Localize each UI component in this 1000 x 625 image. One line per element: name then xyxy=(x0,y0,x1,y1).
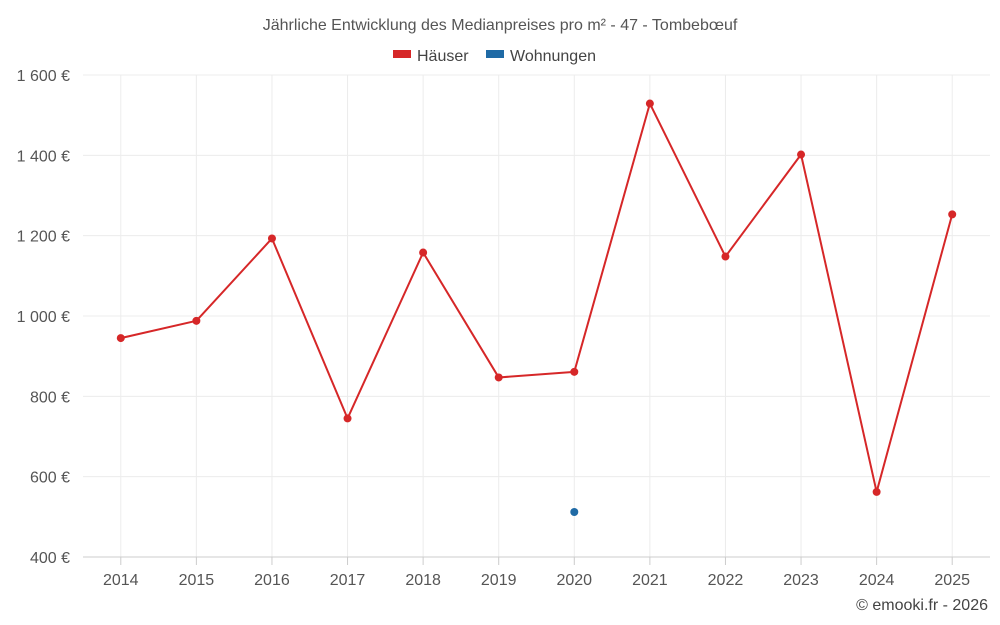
x-tick-label: 2015 xyxy=(179,572,215,589)
grid xyxy=(83,74,990,557)
x-tick-label: 2014 xyxy=(103,572,139,589)
y-tick-label: 1 600 € xyxy=(17,68,70,85)
y-tick-label: 400 € xyxy=(30,550,70,567)
chart-title: Jährliche Entwicklung des Medianpreises … xyxy=(263,17,738,34)
axes xyxy=(83,556,990,565)
data-point-haeuser[interactable] xyxy=(797,150,806,159)
data-point-haeuser[interactable] xyxy=(494,373,503,382)
legend: Häuser Wohnungen xyxy=(393,48,596,65)
series xyxy=(116,99,957,517)
y-axis-ticks: 400 € 600 € 800 € 1 000 € 1 200 € 1 400 € 1 60… xyxy=(17,68,70,567)
x-tick-label: 2020 xyxy=(556,572,592,589)
legend-label-wohnungen: Wohnungen xyxy=(510,48,596,65)
x-tick-label: 2017 xyxy=(330,572,366,589)
data-point-haeuser[interactable] xyxy=(192,316,201,325)
x-tick-label: 2023 xyxy=(783,572,819,589)
legend-item-wohnungen[interactable]: Wohnungen xyxy=(486,48,596,65)
y-tick-label: 1 000 € xyxy=(17,309,70,326)
x-tick-label: 2019 xyxy=(481,572,517,589)
data-point-haeuser[interactable] xyxy=(570,367,579,376)
data-point-haeuser[interactable] xyxy=(948,210,957,219)
data-point-haeuser[interactable] xyxy=(645,99,654,108)
x-tick-label: 2016 xyxy=(254,572,290,589)
x-tick-label: 2022 xyxy=(708,572,744,589)
legend-swatch-wohnungen xyxy=(486,50,504,58)
copyright-footer: © emooki.fr - 2026 xyxy=(856,597,988,614)
data-point-haeuser[interactable] xyxy=(343,414,352,423)
data-point-wohnungen[interactable] xyxy=(570,508,579,517)
y-tick-label: 600 € xyxy=(30,470,70,487)
x-tick-label: 2025 xyxy=(934,572,970,589)
data-point-haeuser[interactable] xyxy=(419,248,428,257)
legend-item-haeuser[interactable]: Häuser xyxy=(393,48,469,65)
x-tick-label: 2021 xyxy=(632,572,668,589)
series-line-haeuser xyxy=(120,102,954,493)
x-tick-label: 2018 xyxy=(405,572,441,589)
y-tick-label: 1 200 € xyxy=(17,229,70,246)
legend-swatch-haeuser xyxy=(393,50,411,58)
data-point-haeuser[interactable] xyxy=(116,334,125,343)
legend-label-haeuser: Häuser xyxy=(417,48,469,65)
data-point-haeuser[interactable] xyxy=(872,487,881,496)
data-point-haeuser[interactable] xyxy=(267,234,276,243)
x-axis-ticks: 2014 2015 2016 2017 2018 2019 2020 2021 2022 2023… xyxy=(103,572,970,589)
y-tick-label: 1 400 € xyxy=(17,148,70,165)
y-tick-label: 800 € xyxy=(30,389,70,406)
x-tick-label: 2024 xyxy=(859,572,895,589)
data-point-haeuser[interactable] xyxy=(721,252,730,261)
